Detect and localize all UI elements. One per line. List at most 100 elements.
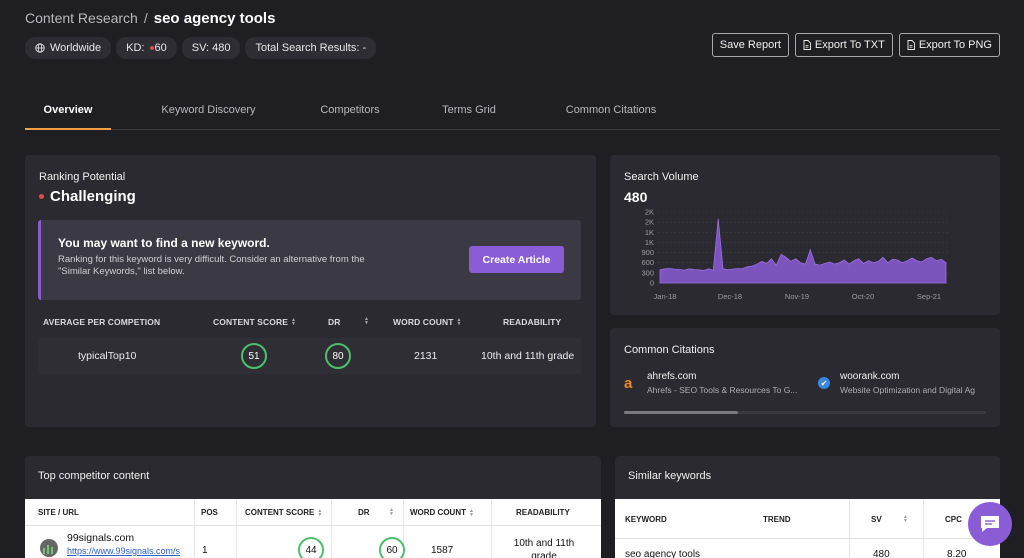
- y-tick-label: 1K: [645, 228, 654, 237]
- scrollbar-thumb[interactable]: [624, 411, 738, 414]
- ranking-status: Challenging: [39, 188, 136, 205]
- column-divider: [491, 499, 492, 558]
- site-url-link[interactable]: https://www.99signals.com/s: [67, 546, 181, 556]
- header-average: AVERAGE PER COMPETION: [43, 317, 161, 327]
- breadcrumb-parent[interactable]: Content Research: [25, 10, 138, 26]
- site-name: 99signals.com: [67, 532, 135, 544]
- file-icon: [907, 40, 915, 50]
- tab-common-citations[interactable]: Common Citations: [565, 104, 657, 116]
- y-tick-label: 2K: [645, 218, 654, 227]
- keyword-warning: You may want to find a new keyword. Rank…: [38, 220, 581, 300]
- tab-keyword-discovery[interactable]: Keyword Discovery: [161, 104, 256, 116]
- row-label: typicalTop10: [78, 350, 137, 362]
- status-dot: [39, 194, 44, 199]
- export-png-button[interactable]: Export To PNG: [898, 33, 1000, 57]
- common-citations-title: Common Citations: [624, 344, 715, 356]
- sort-dr-icon[interactable]: ▲ ▼: [389, 507, 394, 517]
- dr-ring: 60: [379, 537, 405, 558]
- citation-desc: Ahrefs - SEO Tools & Resources To G...: [647, 385, 798, 395]
- tab-overview[interactable]: Overview: [25, 98, 111, 130]
- page-title: seo agency tools: [153, 10, 276, 27]
- tab-terms-grid[interactable]: Terms Grid: [442, 104, 496, 116]
- sv-chip: SV: 480: [181, 37, 241, 59]
- table-header-row: [615, 499, 1000, 539]
- header-readability: READABILITY: [516, 508, 570, 517]
- ranking-potential-title: Ranking Potential: [39, 171, 126, 183]
- warning-heading: You may want to find a new keyword.: [58, 236, 270, 250]
- total-results-chip: Total Search Results: -: [245, 37, 377, 59]
- header-keyword: KEYWORD: [625, 515, 667, 524]
- search-volume-card: Search Volume 480 2K 2K 1K 1K 900 600 300 0 Jan-…: [610, 155, 1000, 315]
- sv-value: 480: [873, 549, 890, 558]
- sort-icon: ▲ ▼: [456, 317, 462, 327]
- header-pos: POS: [201, 508, 218, 517]
- header-word-count[interactable]: WORD COUNT ▲ ▼: [410, 507, 474, 518]
- tab-competitors[interactable]: Competitors: [320, 104, 380, 116]
- column-divider: [849, 499, 850, 558]
- citation-item-woorank[interactable]: ✔ woorank.com Website Optimization and D…: [817, 371, 995, 399]
- sort-icon: ▲ ▼: [469, 507, 474, 518]
- chat-button[interactable]: [968, 502, 1012, 546]
- competitor-table: SITE / URL POS CONTENT SCORE ▲ ▼ DR ▲ ▼ WOR…: [25, 499, 601, 558]
- header-content-score[interactable]: CONTENT SCORE ▲ ▼: [245, 507, 323, 518]
- y-tick-label: 900: [641, 248, 654, 257]
- export-txt-button[interactable]: Export To TXT: [794, 33, 893, 57]
- header-sv[interactable]: SV: [871, 515, 882, 524]
- header-trend: TREND: [763, 515, 791, 524]
- keyword-stats: Worldwide KD: 60 SV: 480 Total Search Re…: [25, 37, 377, 59]
- keyword-value[interactable]: seo agency tools: [625, 549, 701, 558]
- header-cpc[interactable]: CPC: [945, 515, 962, 524]
- y-tick-label: 0: [650, 279, 654, 288]
- header-dr[interactable]: DR: [358, 508, 370, 517]
- warning-text: Ranking for this keyword is very difficu…: [58, 254, 365, 277]
- breadcrumb-separator: /: [143, 10, 148, 26]
- create-article-button[interactable]: Create Article: [469, 246, 564, 273]
- sort-sv-icon[interactable]: ▲ ▼: [903, 514, 908, 524]
- content-score-ring: 44: [298, 537, 324, 558]
- header-dr[interactable]: DR: [328, 317, 341, 327]
- location-chip[interactable]: Worldwide: [25, 37, 112, 59]
- column-divider: [194, 499, 195, 558]
- citation-name: woorank.com: [840, 371, 900, 382]
- kd-value: 60: [154, 42, 167, 54]
- y-tick-label: 600: [641, 258, 654, 267]
- header-word-count[interactable]: WORD COUNT ▲ ▼: [393, 317, 462, 327]
- content-score-ring: 51: [241, 343, 267, 369]
- header-readability: READABILITY: [503, 317, 562, 327]
- chat-bubble-icon: [981, 516, 999, 532]
- cpc-value: 8.20: [947, 549, 967, 558]
- word-count-value: 2131: [414, 350, 438, 362]
- column-divider: [236, 499, 237, 558]
- tab-bar: Overview Keyword Discovery Competitors T…: [25, 98, 1000, 130]
- total-results-label: Total Search Results: -: [255, 42, 367, 54]
- sv-label: SV: 480: [191, 42, 231, 54]
- woorank-logo-icon: ✔: [818, 377, 830, 389]
- pos-value: 1: [202, 545, 208, 556]
- export-txt-label: Export To TXT: [814, 39, 885, 51]
- similar-keywords-title: Similar keywords: [628, 470, 712, 482]
- y-tick-label: 300: [641, 268, 654, 277]
- save-report-label: Save Report: [719, 39, 781, 51]
- citation-item-ahrefs[interactable]: a ahrefs.com Ahrefs - SEO Tools & Resour…: [624, 371, 814, 399]
- citations-scrollbar[interactable]: [624, 411, 986, 414]
- column-divider: [403, 499, 404, 558]
- column-divider: [331, 499, 332, 558]
- kd-status-dot: [149, 46, 154, 50]
- globe-icon: [35, 43, 45, 53]
- sort-dr-icon[interactable]: ▲ ▼: [364, 316, 370, 326]
- header-content-score[interactable]: CONTENT SCORE ▲ ▼: [213, 317, 297, 327]
- y-tick-label: 1K: [645, 238, 654, 247]
- search-volume-area: [659, 218, 947, 284]
- save-report-button[interactable]: Save Report: [711, 33, 789, 57]
- x-tick-label: Dec-18: [718, 292, 742, 301]
- sort-icon: ▲ ▼: [290, 317, 297, 327]
- location-label: Worldwide: [50, 42, 102, 54]
- kd-label: KD:: [126, 42, 145, 54]
- export-png-label: Export To PNG: [918, 39, 992, 51]
- y-tick-label: 2K: [645, 208, 654, 217]
- readability-value: 10th and 11th grade: [481, 350, 575, 362]
- citation-name: ahrefs.com: [647, 371, 697, 382]
- x-tick-label: Oct-20: [852, 292, 875, 301]
- table-header-row: [25, 499, 601, 526]
- citation-desc: Website Optimization and Digital Ag: [840, 385, 975, 395]
